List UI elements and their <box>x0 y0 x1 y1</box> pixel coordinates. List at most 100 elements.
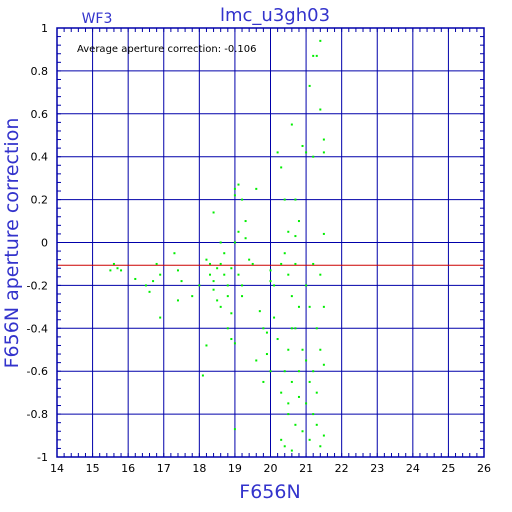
data-point <box>219 262 222 265</box>
data-point <box>294 423 297 426</box>
data-point <box>290 449 293 452</box>
data-point <box>301 430 304 433</box>
data-point <box>230 312 233 315</box>
chart-title: lmc_u3gh03 <box>220 5 330 26</box>
data-point <box>269 370 272 373</box>
data-point <box>233 342 236 345</box>
y-tick-label: 0.6 <box>31 108 49 121</box>
data-point <box>319 39 322 42</box>
data-point <box>287 402 290 405</box>
data-point <box>322 138 325 141</box>
data-point <box>315 423 318 426</box>
data-point <box>223 252 226 255</box>
data-point <box>216 299 219 302</box>
data-point <box>269 280 272 283</box>
data-point <box>233 241 236 244</box>
data-point <box>233 428 236 431</box>
data-point <box>237 273 240 276</box>
data-point <box>241 295 244 298</box>
data-point <box>322 363 325 366</box>
data-point <box>287 230 290 233</box>
data-point <box>283 445 286 448</box>
data-point <box>212 211 215 214</box>
data-point <box>322 434 325 437</box>
data-point <box>255 359 258 362</box>
data-point <box>308 438 311 441</box>
data-point <box>255 187 258 190</box>
data-point <box>290 380 293 383</box>
data-point <box>280 438 283 441</box>
data-point <box>241 198 244 201</box>
x-tick-label: 24 <box>406 462 420 475</box>
data-point <box>205 258 208 261</box>
data-point <box>305 151 308 154</box>
data-point <box>273 316 276 319</box>
data-point <box>322 305 325 308</box>
data-point <box>205 344 208 347</box>
x-tick-label: 19 <box>228 462 242 475</box>
data-point <box>322 151 325 154</box>
average-annotation: Average aperture correction: -0.106 <box>77 44 257 55</box>
data-point <box>312 370 315 373</box>
data-point <box>319 445 322 448</box>
data-points <box>109 39 325 452</box>
data-point <box>312 413 315 416</box>
data-point <box>301 144 304 147</box>
data-point <box>244 237 247 240</box>
data-point <box>319 108 322 111</box>
data-point <box>283 252 286 255</box>
data-point <box>237 230 240 233</box>
data-point <box>262 327 265 330</box>
data-point <box>173 252 176 255</box>
data-point <box>287 348 290 351</box>
x-tick-label: 21 <box>299 462 313 475</box>
y-tick-label: -0.2 <box>27 279 48 292</box>
x-tick-label: 26 <box>477 462 491 475</box>
x-axis-title: F656N <box>239 481 300 503</box>
x-tick-label: 17 <box>157 462 171 475</box>
data-point <box>152 280 155 283</box>
data-point <box>209 273 212 276</box>
data-point <box>308 305 311 308</box>
data-point <box>109 269 112 272</box>
data-point <box>308 84 311 87</box>
data-point <box>287 413 290 416</box>
data-point <box>209 262 212 265</box>
data-point <box>287 273 290 276</box>
data-point <box>308 380 311 383</box>
data-point <box>315 54 318 57</box>
data-point <box>297 370 300 373</box>
data-point <box>290 327 293 330</box>
data-point <box>290 295 293 298</box>
y-tick-label: 0.2 <box>31 194 49 207</box>
data-point <box>198 284 201 287</box>
x-tick-label: 15 <box>86 462 100 475</box>
data-point <box>280 391 283 394</box>
data-point <box>212 280 215 283</box>
data-point <box>312 262 315 265</box>
data-point <box>241 284 244 287</box>
x-tick-label: 16 <box>121 462 135 475</box>
y-tick-label: 0.4 <box>31 151 49 164</box>
data-point <box>319 273 322 276</box>
x-tick-label: 23 <box>370 462 384 475</box>
data-point <box>269 269 272 272</box>
x-axis-ticks: 14 15 16 17 18 19 20 21 22 23 24 25 26 <box>50 28 491 475</box>
data-point <box>134 277 137 280</box>
data-point <box>216 267 219 270</box>
data-point <box>226 327 229 330</box>
y-tick-label: -0.6 <box>27 365 48 378</box>
data-point <box>280 166 283 169</box>
data-point <box>297 220 300 223</box>
data-point <box>201 374 204 377</box>
data-point <box>233 187 236 190</box>
data-point <box>290 123 293 126</box>
data-point <box>265 331 268 334</box>
data-point <box>212 288 215 291</box>
x-tick-label: 18 <box>192 462 206 475</box>
data-point <box>159 316 162 319</box>
data-point <box>237 183 240 186</box>
data-point <box>262 380 265 383</box>
data-point <box>305 359 308 362</box>
